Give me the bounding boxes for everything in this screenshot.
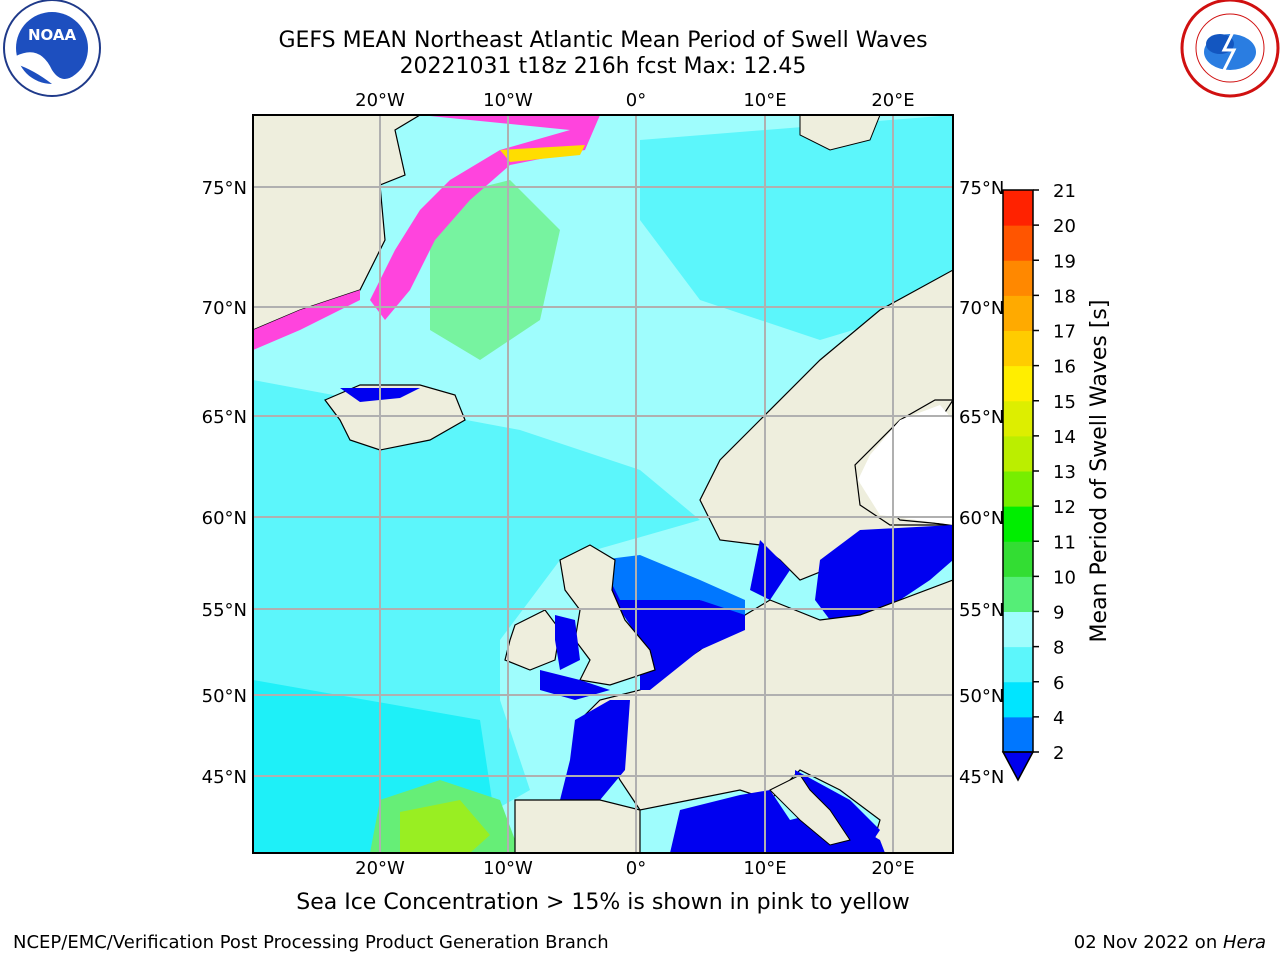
- colorbar-tick-label: 18: [1053, 286, 1076, 307]
- colorbar-segment: [1003, 295, 1033, 331]
- lat-label-left: 55°N: [202, 600, 247, 621]
- lat-label-right: 60°N: [959, 508, 1004, 529]
- colorbar-segment: [1003, 611, 1033, 648]
- sea-ice-greenland-south: [253, 290, 360, 350]
- colorbar-tick-label: 14: [1053, 427, 1076, 448]
- colorbar-segment: [1003, 225, 1033, 261]
- colorbar-segment: [1003, 646, 1033, 683]
- land-ireland: [504, 609, 561, 671]
- blue-irish-sea: [555, 615, 580, 670]
- colorbar-tick-label: 20: [1053, 216, 1076, 237]
- lat-label-right: 50°N: [959, 686, 1004, 707]
- colorbar-segment: [1003, 190, 1033, 226]
- colorbar-segment: [1003, 681, 1033, 718]
- lat-label-left: 65°N: [202, 407, 247, 428]
- map-frame: [252, 114, 954, 854]
- colorbar-tick-label: 13: [1053, 462, 1076, 483]
- blue-kattegat: [750, 540, 790, 600]
- colorbar-segment: [1003, 330, 1033, 367]
- lat-label-right: 75°N: [959, 178, 1004, 199]
- map-gridlines: [253, 115, 953, 853]
- colorbar-segment: [1003, 541, 1033, 577]
- sea-ice-yellow: [500, 145, 585, 162]
- lat-label-right: 45°N: [959, 767, 1004, 788]
- colorbar-tick-label: 9: [1053, 603, 1064, 624]
- sea-ice-gulf-bothnia: [858, 405, 953, 525]
- footer-date: 02 Nov 2022 on Hera: [1074, 932, 1266, 953]
- colorbar-tick-label: 2: [1053, 743, 1064, 764]
- chart-title: GEFS MEAN Northeast Atlantic Mean Period…: [278, 28, 928, 53]
- noaa-logo: NOAA: [3, 0, 101, 97]
- colorbar-segment: [1003, 400, 1033, 437]
- map-area: [253, 115, 953, 853]
- lat-label-right: 65°N: [959, 407, 1004, 428]
- land-iberia: [514, 799, 641, 853]
- colorbar-tick-label: 12: [1053, 497, 1076, 518]
- colorbar-tick-label: 6: [1053, 673, 1064, 694]
- colorbar-tick-label: 17: [1053, 322, 1076, 343]
- footer-date-text: 02 Nov 2022 on: [1073, 932, 1223, 953]
- colorbar-tick-label: 19: [1053, 251, 1076, 272]
- colorbar-label: Mean Period of Swell Waves [s]: [1087, 300, 1112, 643]
- lon-label-top: 0°: [626, 90, 646, 111]
- blue-adriatic: [795, 770, 880, 845]
- lon-label-top: 20°W: [355, 90, 405, 111]
- footer-host: Hera: [1222, 932, 1266, 953]
- colorbar-tick-label: 15: [1053, 392, 1076, 413]
- sea-ice-strip: [370, 115, 600, 320]
- lat-label-right: 55°N: [959, 600, 1004, 621]
- lat-label-left: 75°N: [202, 178, 247, 199]
- colorbar-segment: [1003, 506, 1033, 542]
- colorbar-segment: [1003, 471, 1033, 507]
- colorbar-segment: [1003, 716, 1033, 753]
- footer-credit: NCEP/EMC/Verification Post Processing Pr…: [13, 932, 609, 953]
- lat-label-left: 50°N: [202, 686, 247, 707]
- colorbar: 2 4 6 8 9 10 11 12 13 14 15 16 17 18 19 20 21: [1001, 181, 1076, 782]
- green-patch-core: [400, 800, 490, 853]
- lon-label-bottom: 0°: [626, 858, 646, 879]
- lat-label-left: 45°N: [202, 767, 247, 788]
- green-patch-north: [430, 180, 560, 360]
- colorbar-tick-label: 16: [1053, 357, 1076, 378]
- colorbar-tick-label: 10: [1053, 567, 1076, 588]
- chart-subtitle: 20221031 t18z 216h fcst Max: 12.45: [399, 54, 807, 79]
- blue-baltic: [815, 525, 953, 620]
- lon-label-bottom: 10°E: [743, 858, 786, 879]
- colorbar-segment: [1003, 260, 1033, 296]
- colorbar-tick-label: 11: [1053, 532, 1076, 553]
- land-italy: [769, 774, 851, 846]
- noaa-logo-text: NOAA: [28, 26, 77, 44]
- colorbar-segment: [1003, 365, 1033, 402]
- colorbar-segment: [1003, 576, 1033, 612]
- lat-label-left: 70°N: [202, 298, 247, 319]
- colorbar-segment: [1003, 435, 1033, 472]
- lon-label-top: 10°E: [743, 90, 786, 111]
- lon-label-bottom: 10°W: [483, 858, 533, 879]
- lon-label-top: 20°E: [871, 90, 914, 111]
- nws-logo: [1180, 0, 1280, 98]
- ocean-mid-north: [640, 115, 953, 340]
- land-great-britain: [559, 544, 656, 686]
- lon-label-bottom: 20°W: [355, 858, 405, 879]
- lat-label-left: 60°N: [202, 508, 247, 529]
- colorbar-tick-label: 8: [1053, 638, 1064, 659]
- colorbar-tick-label: 21: [1053, 181, 1076, 202]
- colorbar-tick-label: 4: [1053, 708, 1064, 729]
- lon-label-bottom: 20°E: [871, 858, 914, 879]
- lon-label-top: 10°W: [483, 90, 533, 111]
- sea-ice-note: Sea Ice Concentration > 15% is shown in …: [296, 890, 910, 915]
- colorbar-extend: [1001, 751, 1035, 782]
- land-svalbard: [799, 115, 881, 151]
- lat-label-right: 70°N: [959, 298, 1004, 319]
- blue-channel: [540, 670, 610, 700]
